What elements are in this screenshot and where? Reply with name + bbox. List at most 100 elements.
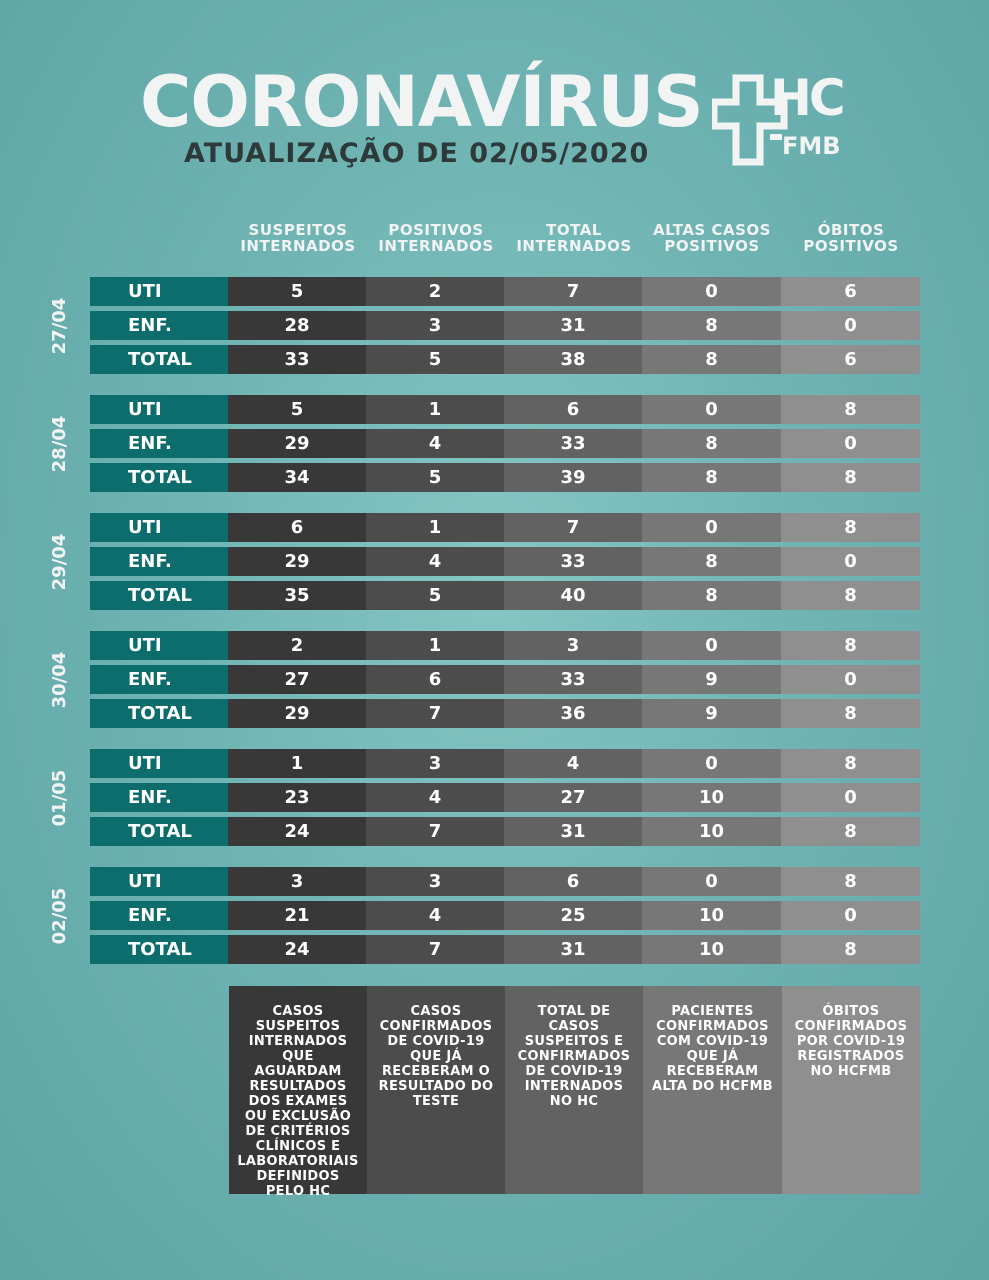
- value-cell: 4: [366, 547, 504, 576]
- logo-hc-text: HC: [770, 69, 846, 127]
- row-label: TOTAL: [90, 581, 228, 610]
- row-label: ENF.: [90, 547, 228, 576]
- value-cell: 0: [781, 901, 920, 930]
- value-cell: 38: [504, 345, 642, 374]
- value-cell: 2: [366, 277, 504, 306]
- description-suspeitos: CASOS SUSPEITOS INTERNADOS QUE AGUARDAM …: [229, 986, 367, 1199]
- value-cell: 28: [228, 311, 366, 340]
- value-cell: 10: [642, 901, 781, 930]
- value-cell: 7: [366, 699, 504, 728]
- row-label: UTI: [90, 277, 228, 306]
- value-cell: 29: [228, 699, 366, 728]
- row-label: ENF.: [90, 311, 228, 340]
- value-cell: 7: [504, 513, 642, 542]
- update-date-subtitle: ATUALIZAÇÃO DE 02/05/2020: [184, 138, 650, 169]
- value-cell: 0: [642, 513, 781, 542]
- value-cell: 8: [781, 581, 920, 610]
- value-cell: 4: [366, 901, 504, 930]
- value-cell: 5: [228, 395, 366, 424]
- value-cell: 5: [366, 345, 504, 374]
- value-cell: 0: [642, 867, 781, 896]
- value-cell: 0: [642, 749, 781, 778]
- value-cell: 8: [781, 631, 920, 660]
- value-cell: 31: [504, 311, 642, 340]
- value-cell: 8: [781, 867, 920, 896]
- value-cell: 3: [366, 749, 504, 778]
- logo-fmb-text: FMB: [782, 132, 841, 160]
- value-cell: 8: [642, 581, 781, 610]
- row-label: TOTAL: [90, 817, 228, 846]
- value-cell: 29: [228, 547, 366, 576]
- value-cell: 4: [366, 783, 504, 812]
- value-cell: 6: [781, 345, 920, 374]
- value-cell: 10: [642, 783, 781, 812]
- value-cell: 7: [504, 277, 642, 306]
- date-label: 02/05: [49, 887, 70, 945]
- table-row: ENF. 28 3 31 8 0: [90, 311, 920, 340]
- value-cell: 40: [504, 581, 642, 610]
- value-cell: 10: [642, 935, 781, 964]
- value-cell: 27: [228, 665, 366, 694]
- hc-fmb-logo: HC FMB: [712, 69, 852, 168]
- value-cell: 21: [228, 901, 366, 930]
- value-cell: 4: [504, 749, 642, 778]
- value-cell: 0: [781, 783, 920, 812]
- page-title: CORONAVÍRUS: [140, 61, 704, 143]
- table-row: UTI 1 3 4 0 8: [90, 749, 920, 778]
- column-header-positivos: POSITIVOS INTERNADOS: [378, 221, 494, 255]
- value-cell: 9: [642, 699, 781, 728]
- table-row: ENF. 29 4 33 8 0: [90, 429, 920, 458]
- value-cell: 8: [781, 463, 920, 492]
- value-cell: 6: [228, 513, 366, 542]
- table-row: TOTAL 34 5 39 8 8: [90, 463, 920, 492]
- value-cell: 34: [228, 463, 366, 492]
- value-cell: 0: [781, 547, 920, 576]
- column-header-suspeitos: SUSPEITOS INTERNADOS: [240, 221, 356, 255]
- value-cell: 6: [504, 867, 642, 896]
- table-row: ENF. 29 4 33 8 0: [90, 547, 920, 576]
- description-obitos: ÓBITOS CONFIRMADOS POR COVID-19 REGISTRA…: [782, 986, 920, 1194]
- value-cell: 5: [228, 277, 366, 306]
- date-label: 29/04: [49, 533, 70, 591]
- row-label: UTI: [90, 395, 228, 424]
- column-header-obitos: ÓBITOS POSITIVOS: [803, 221, 899, 255]
- value-cell: 8: [642, 429, 781, 458]
- column-header-total: TOTAL INTERNADOS: [516, 221, 632, 255]
- value-cell: 8: [642, 463, 781, 492]
- value-cell: 0: [642, 631, 781, 660]
- value-cell: 33: [228, 345, 366, 374]
- value-cell: 8: [781, 699, 920, 728]
- table-row: UTI 5 1 6 0 8: [90, 395, 920, 424]
- table-row: UTI 5 2 7 0 6: [90, 277, 920, 306]
- value-cell: 8: [642, 345, 781, 374]
- value-cell: 0: [781, 311, 920, 340]
- table-row: TOTAL 33 5 38 8 6: [90, 345, 920, 374]
- row-label: TOTAL: [90, 699, 228, 728]
- table-row: UTI 3 3 6 0 8: [90, 867, 920, 896]
- value-cell: 33: [504, 665, 642, 694]
- row-label: ENF.: [90, 783, 228, 812]
- value-cell: 7: [366, 817, 504, 846]
- value-cell: 6: [504, 395, 642, 424]
- date-label: 30/04: [49, 651, 70, 709]
- description-positivos: CASOS CONFIRMADOS DE COVID-19 QUE JÁ REC…: [367, 986, 505, 1194]
- table-row: ENF. 21 4 25 10 0: [90, 901, 920, 930]
- date-label: 27/04: [49, 297, 70, 355]
- value-cell: 29: [228, 429, 366, 458]
- value-cell: 8: [781, 749, 920, 778]
- value-cell: 8: [781, 817, 920, 846]
- value-cell: 27: [504, 783, 642, 812]
- value-cell: 25: [504, 901, 642, 930]
- value-cell: 6: [366, 665, 504, 694]
- row-label: TOTAL: [90, 345, 228, 374]
- value-cell: 8: [642, 311, 781, 340]
- value-cell: 8: [781, 513, 920, 542]
- value-cell: 1: [228, 749, 366, 778]
- row-label: TOTAL: [90, 935, 228, 964]
- value-cell: 31: [504, 817, 642, 846]
- value-cell: 33: [504, 429, 642, 458]
- value-cell: 1: [366, 631, 504, 660]
- row-label: TOTAL: [90, 463, 228, 492]
- value-cell: 1: [366, 513, 504, 542]
- value-cell: 5: [366, 463, 504, 492]
